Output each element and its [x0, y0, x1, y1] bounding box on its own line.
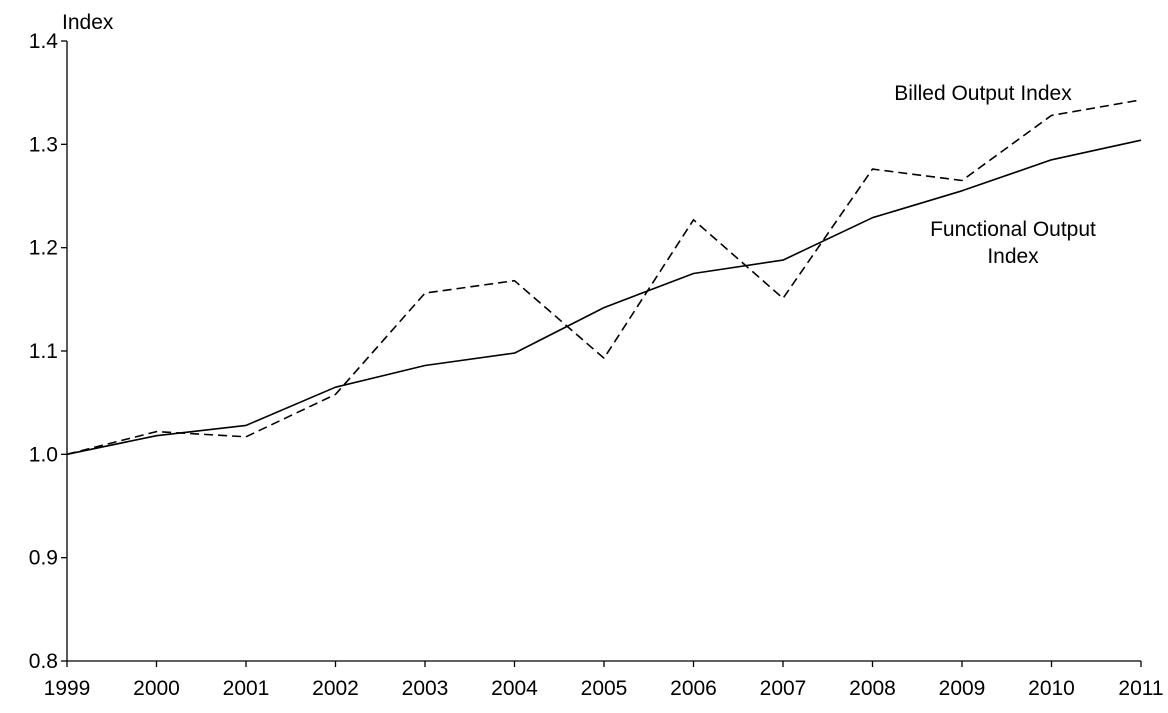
x-tick-label: 2006 [670, 677, 717, 700]
x-tick-label: 2002 [312, 677, 359, 700]
functional-output-index-label: Functional Output Index [930, 218, 1096, 268]
x-tick-label: 2008 [849, 677, 896, 700]
billed-output-index-label: Billed Output Index [894, 82, 1072, 105]
axes: 0.8 0.9 1.0 1.1 1.2 1.3 1.4 1999 2000 2001 2002 200… [29, 30, 1164, 700]
annotation-line: Billed Output Index [894, 82, 1072, 105]
y-tick-label: 1.3 [29, 133, 58, 156]
x-tick-label: 1999 [44, 677, 91, 700]
y-tick-label: 1.4 [29, 30, 59, 53]
y-tick-label: 1.1 [29, 340, 58, 363]
x-tick-label: 2001 [223, 677, 270, 700]
series-annotations: Billed Output Index Functional Output Inde… [894, 82, 1096, 268]
x-tick-label: 2000 [133, 677, 180, 700]
x-tick-label: 2004 [491, 677, 538, 700]
x-tick-label: 2009 [939, 677, 986, 700]
annotation-line: Index [987, 245, 1039, 268]
series-line-billed-output-index [66, 99, 1142, 456]
x-tick-label: 2007 [760, 677, 807, 700]
x-tick-label: 2003 [402, 677, 449, 700]
y-tick-label: 0.8 [29, 650, 58, 673]
y-tick-label: 1.2 [29, 237, 58, 260]
x-tick-label: 2011 [1118, 677, 1163, 700]
y-tick-label: 0.9 [29, 547, 58, 570]
series-line-functional-output-index [66, 139, 1142, 456]
y-axis-title: Index [62, 11, 114, 34]
x-tick-label: 2010 [1028, 677, 1075, 700]
series-lines [66, 99, 1142, 456]
annotation-line: Functional Output [930, 218, 1096, 241]
x-tick-label: 2005 [581, 677, 628, 700]
y-tick-label: 1.0 [29, 443, 58, 466]
